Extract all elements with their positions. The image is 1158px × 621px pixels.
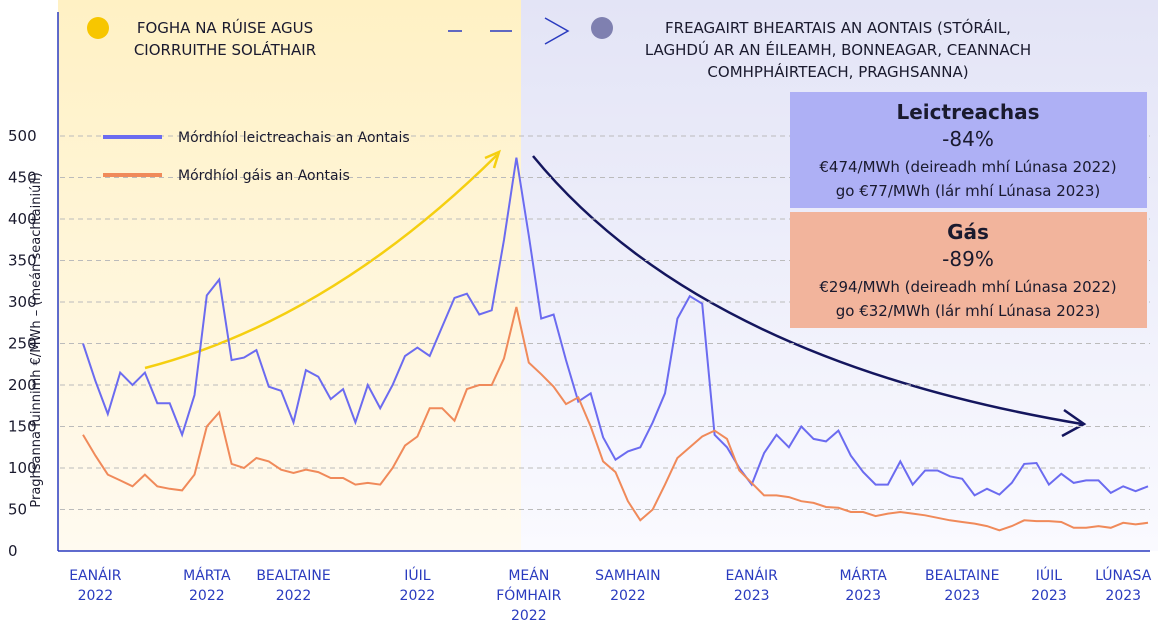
x-tick-label: BEALTAINE 2023: [925, 568, 999, 604]
line: [82, 157, 1149, 497]
annotation-line: €294/MWh (deireadh mhí Lúnasa 2022): [819, 278, 1116, 296]
phase-dot: [591, 17, 613, 39]
y-tick-label: 50: [8, 501, 27, 519]
phase-dot: [87, 17, 109, 39]
y-tick-label: 300: [8, 293, 37, 311]
trend-arrow-head: [484, 149, 502, 169]
x-tick-label: MÁRTA 2023: [839, 567, 887, 604]
trend-arrow-head: [1061, 408, 1087, 438]
legend-label: Mórdhíol gáis an Aontais: [178, 168, 350, 184]
x-tick-label: IÚIL 2023: [1031, 566, 1067, 604]
y-tick-label: 200: [8, 376, 37, 394]
annotation-title: Gás: [947, 220, 989, 244]
x-tick-label: EANÁIR 2022: [69, 567, 122, 604]
annotation-title: Leictreachas: [897, 100, 1040, 124]
phase-label: CIORRUITHE SOLÁTHAIR: [134, 40, 316, 59]
x-tick-label: MEÁN FÓMHAIR 2022: [496, 567, 561, 621]
phase-bg: [58, 0, 521, 551]
phase-label: FREAGAIRT BHEARTAIS AN AONTAIS (STÓRÁIL,: [665, 18, 1011, 37]
annotation-change: -89%: [942, 247, 994, 271]
x-tick-label: LÚNASA 2023: [1095, 566, 1152, 604]
y-tick-label: 350: [8, 252, 37, 270]
phase-label: LAGHDÚ AR AN ÉILEAMH, BONNEAGAR, CEANNAC…: [645, 40, 1031, 59]
y-tick-label: 0: [8, 542, 18, 560]
y-tick-label: 150: [8, 418, 37, 436]
annotation-line: go €77/MWh (lár mhí Lúnasa 2023): [836, 182, 1101, 200]
x-tick-label: MÁRTA 2022: [183, 567, 231, 604]
x-tick-label: BEALTAINE 2022: [256, 568, 330, 604]
legend-label: Mórdhíol leictreachais an Aontais: [178, 130, 410, 146]
annotation-line: €474/MWh (deireadh mhí Lúnasa 2022): [819, 158, 1116, 176]
y-tick-label: 250: [8, 335, 37, 353]
x-tick-label: EANÁIR 2023: [726, 567, 779, 604]
annotation-change: -84%: [942, 127, 994, 151]
annotation-box: [790, 212, 1147, 328]
y-axis-label: Praghsanna fuinnimh €/MWh – (meán seacht…: [29, 172, 44, 507]
y-tick-label: 450: [8, 169, 37, 187]
phase-arrow: [448, 17, 570, 45]
annotation-line: go €32/MWh (lár mhí Lúnasa 2023): [836, 302, 1101, 320]
line: [82, 306, 1149, 532]
trend-arrow: [144, 154, 498, 370]
phase-label: FOGHA NA RÚISE AGUS: [137, 18, 313, 37]
x-tick-label: IÚIL 2022: [400, 566, 436, 604]
trend-arrow: [532, 155, 1083, 426]
y-tick-label: 500: [8, 127, 37, 145]
x-tick-label: SAMHAIN 2022: [595, 568, 661, 604]
y-tick-label: 100: [8, 459, 37, 477]
annotation-box: [790, 92, 1147, 208]
y-tick-label: 400: [8, 210, 37, 228]
phase-label: COMHPHÁIRTEACH, PRAGHSANNA): [707, 62, 968, 81]
